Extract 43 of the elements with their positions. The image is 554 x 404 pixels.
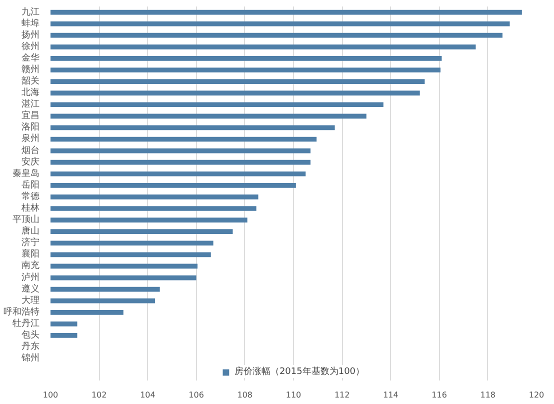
y-tick-label: 泉州 xyxy=(22,133,40,144)
y-tick-label: 锦州 xyxy=(20,352,40,364)
y-tick-label: 徐州 xyxy=(22,40,40,52)
x-tick-label: 120 xyxy=(528,390,544,400)
y-tick-label: 韶关 xyxy=(22,76,40,87)
x-tick-label: 100 xyxy=(42,390,58,400)
y-tick-label: 蚌埠 xyxy=(22,18,40,29)
y-tick-label: 平顶山 xyxy=(12,214,40,226)
y-tick-label: 金华 xyxy=(22,52,40,64)
y-tick-label: 宜昌 xyxy=(22,110,40,122)
y-tick-label: 安庆 xyxy=(22,156,40,168)
x-tick-label: 114 xyxy=(383,390,398,400)
y-tick-label: 九江 xyxy=(22,6,40,18)
y-tick-label: 丹东 xyxy=(22,341,40,352)
y-tick-label: 常德 xyxy=(22,190,40,202)
y-tick-label: 赣州 xyxy=(22,64,40,75)
y-tick-label: 襄阳 xyxy=(22,248,40,260)
y-tick-label: 烟台 xyxy=(22,144,40,156)
x-tick-label: 102 xyxy=(91,390,107,400)
x-tick-label: 108 xyxy=(237,390,253,400)
x-tick-label: 104 xyxy=(140,390,156,400)
x-tick-label: 116 xyxy=(432,390,447,400)
x-tick-label: 112 xyxy=(334,390,350,400)
x-tick-label: 106 xyxy=(188,390,204,400)
legend-label: 房价涨幅（2015年基数为100） xyxy=(234,366,365,378)
y-tick-label: 遵义 xyxy=(22,283,40,294)
y-tick-label: 包头 xyxy=(22,329,40,340)
y-tick-label: 牡丹江 xyxy=(12,318,40,329)
y-tick-label: 岳阳 xyxy=(22,179,40,190)
y-tick-label: 大理 xyxy=(22,294,40,306)
y-tick-label: 湛江 xyxy=(22,98,40,110)
y-tick-label: 桂林 xyxy=(20,202,40,214)
y-tick-label: 扬州 xyxy=(22,29,40,40)
y-tick-label: 北海 xyxy=(22,87,40,98)
y-tick-label: 呼和浩特 xyxy=(4,306,40,318)
y-tick-label: 洛阳 xyxy=(22,122,40,133)
y-tick-label: 秦皇岛 xyxy=(12,168,40,179)
x-tick-label: 110 xyxy=(286,390,302,400)
y-tick-label: 南充 xyxy=(22,260,40,272)
y-tick-label: 唐山 xyxy=(22,226,40,237)
y-tick-label: 济宁 xyxy=(22,237,40,248)
y-tick-label: 泸州 xyxy=(22,272,40,283)
x-tick-label: 118 xyxy=(480,390,496,400)
